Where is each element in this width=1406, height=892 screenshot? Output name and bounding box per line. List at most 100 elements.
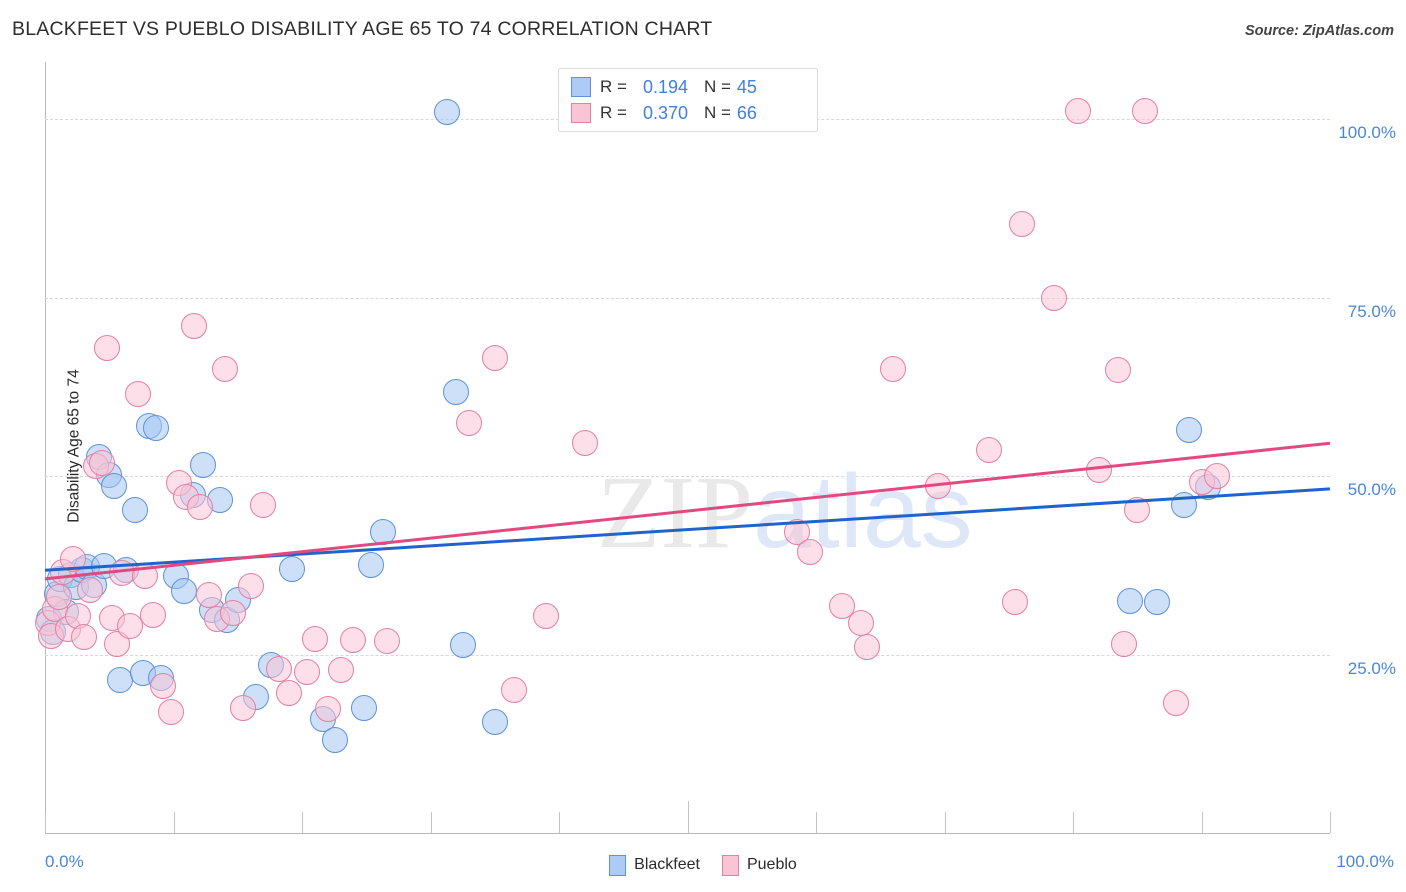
data-point-pueblo (46, 584, 73, 611)
x-tick-10 (173, 812, 175, 833)
stats-n-label-pueblo: N = (703, 103, 731, 122)
trend-lines (44, 441, 1331, 581)
y-tick-label-50: 50.0% (1347, 480, 1396, 500)
data-point-pueblo (88, 450, 115, 477)
legend-item-pueblo[interactable]: Pueblo (721, 854, 797, 876)
x-tick-60 (816, 812, 817, 833)
stats-r-label-pueblo: R = (600, 103, 627, 122)
data-point-pueblo (181, 313, 208, 340)
data-point-pueblo (327, 657, 354, 684)
x-axis-min-label: 0.0% (45, 852, 84, 871)
x-tick-40 (559, 812, 560, 833)
data-point-pueblo (340, 627, 367, 654)
data-point-blackfeet (443, 378, 470, 405)
data-point-pueblo (187, 494, 214, 521)
y-axis-line (45, 62, 46, 833)
stats-n-value-blackfeet: 45 (736, 76, 757, 97)
data-point-pueblo (533, 602, 560, 629)
legend-label-pueblo: Pueblo (746, 856, 797, 873)
data-point-pueblo (211, 355, 238, 382)
x-tick-50 (687, 801, 689, 833)
x-tick-30 (430, 812, 432, 833)
data-point-pueblo (481, 344, 508, 371)
data-point-pueblo (70, 624, 97, 651)
data-point-blackfeet (481, 709, 508, 736)
data-point-pueblo (1008, 211, 1035, 238)
x-tick-80 (1073, 812, 1074, 833)
data-point-blackfeet (190, 452, 217, 479)
y-axis-title-container: Disability Age 65 to 74 (0, 0, 83, 892)
data-point-pueblo (294, 658, 321, 685)
data-point-blackfeet (434, 98, 461, 125)
x-axis-max-label: 100.0% (1336, 852, 1394, 871)
data-point-blackfeet (369, 518, 396, 545)
data-point-pueblo (150, 672, 177, 699)
x-tick-20 (302, 812, 303, 833)
x-tick-90 (1201, 812, 1203, 833)
x-tick-70 (944, 812, 946, 833)
data-point-pueblo (880, 355, 907, 382)
data-point-pueblo (124, 380, 151, 407)
data-point-pueblo (571, 430, 598, 457)
gridline-50 (45, 476, 1330, 478)
data-point-blackfeet (101, 473, 128, 500)
stats-row-blackfeet: R = 0.194 N = 45 (571, 74, 757, 100)
data-point-blackfeet (322, 727, 349, 754)
data-point-pueblo (373, 627, 400, 654)
stats-n-label-blackfeet: N = (703, 77, 731, 96)
data-point-pueblo (1104, 356, 1131, 383)
data-point-blackfeet (350, 695, 377, 722)
correlation-stats-box: R = 0.194 N = 45 R = 0.370 N = 66 (558, 68, 818, 132)
y-tick-label-25: 25.0% (1347, 658, 1396, 678)
y-tick-label-75: 75.0% (1347, 301, 1396, 321)
data-point-pueblo (301, 625, 328, 652)
chart-header: BLACKFEET VS PUEBLO DISABILITY AGE 65 TO… (0, 0, 1406, 56)
data-point-pueblo (157, 699, 184, 726)
data-point-pueblo (93, 334, 120, 361)
stats-swatch-pueblo (571, 103, 591, 123)
data-point-blackfeet (1175, 416, 1202, 443)
data-point-blackfeet (278, 555, 305, 582)
data-point-blackfeet (358, 551, 385, 578)
data-point-blackfeet (1143, 589, 1170, 616)
data-point-pueblo (314, 696, 341, 723)
data-point-pueblo (219, 600, 246, 627)
data-point-pueblo (116, 612, 143, 639)
data-point-pueblo (76, 576, 103, 603)
data-point-blackfeet (1170, 491, 1197, 518)
data-point-blackfeet (106, 667, 133, 694)
data-point-pueblo (237, 572, 264, 599)
data-point-blackfeet (142, 414, 169, 441)
data-point-pueblo (250, 491, 277, 518)
data-point-pueblo (1040, 284, 1067, 311)
stats-swatch-blackfeet (571, 77, 591, 97)
gridline-75 (45, 297, 1330, 299)
legend-swatch-pueblo (721, 854, 739, 876)
data-point-pueblo (139, 601, 166, 628)
data-point-pueblo (501, 677, 528, 704)
source-attribution: Source: ZipAtlas.com (1244, 23, 1394, 39)
page-title: BLACKFEET VS PUEBLO DISABILITY AGE 65 TO… (12, 18, 713, 40)
data-point-pueblo (796, 538, 823, 565)
data-point-pueblo (456, 410, 483, 437)
stats-n-value-pueblo: 66 (736, 102, 757, 123)
legend-item-blackfeet[interactable]: Blackfeet (609, 854, 700, 876)
stats-r-value-blackfeet: 0.194 (642, 76, 688, 97)
data-point-blackfeet (1116, 587, 1143, 614)
data-point-pueblo (265, 655, 292, 682)
legend-label-blackfeet: Blackfeet (634, 856, 700, 873)
data-point-pueblo (1065, 97, 1092, 124)
series-legend: Blackfeet Pueblo (0, 848, 1406, 882)
y-tick-label-100: 100.0% (1338, 123, 1396, 143)
stats-r-label-blackfeet: R = (600, 77, 627, 96)
x-tick-100 (1330, 812, 1331, 833)
x-tick-0 (45, 812, 46, 833)
data-point-pueblo (1111, 630, 1138, 657)
data-point-pueblo (1002, 589, 1029, 616)
gridline-25 (45, 654, 1330, 656)
data-point-blackfeet (449, 632, 476, 659)
legend-swatch-blackfeet (609, 854, 627, 876)
data-point-pueblo (854, 634, 881, 661)
data-point-pueblo (1162, 690, 1189, 717)
data-point-blackfeet (121, 496, 148, 523)
